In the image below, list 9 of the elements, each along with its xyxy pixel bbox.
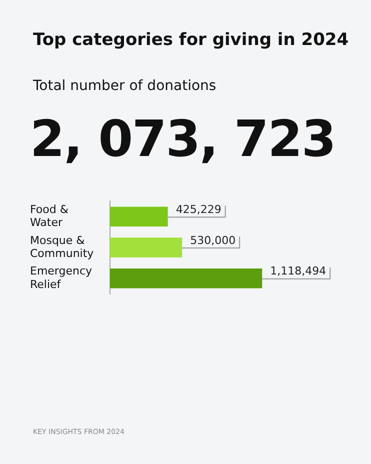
y-tick-label: Food & Water bbox=[30, 202, 69, 230]
y-tick-label: Emergency Relief bbox=[30, 264, 93, 291]
chart-title: Top categories for giving in 2024 bbox=[33, 30, 349, 50]
chart-subtitle: Total number of donations bbox=[33, 78, 216, 94]
data-label: 530,000 bbox=[190, 234, 236, 247]
text: 2, 073, 723 bbox=[30, 110, 336, 168]
data-label: 425,229 bbox=[176, 202, 222, 216]
data-label: 1,118,494 bbox=[270, 264, 326, 278]
y-tick-label: Mosque & Community bbox=[30, 234, 94, 260]
